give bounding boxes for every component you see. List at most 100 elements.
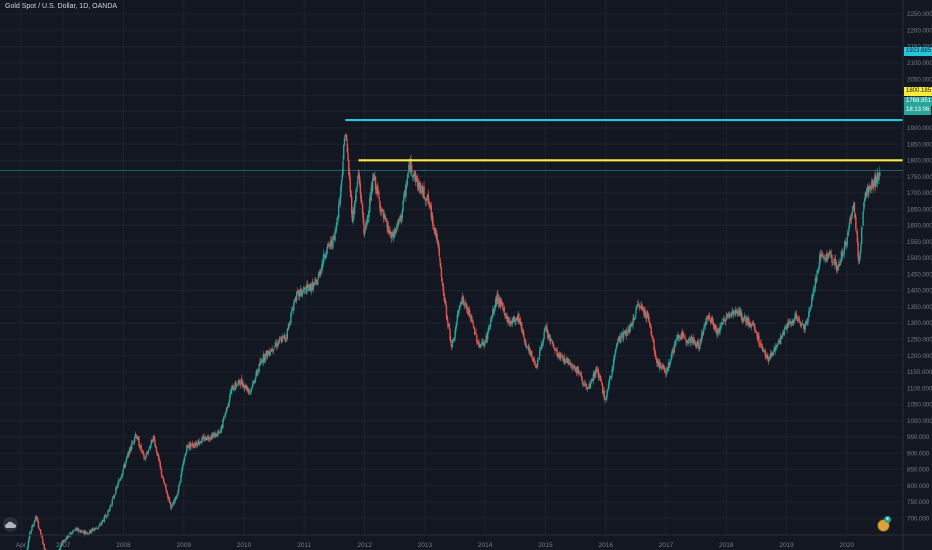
candle-body[interactable] bbox=[538, 357, 540, 360]
candle-body[interactable] bbox=[810, 305, 812, 309]
candle-body[interactable] bbox=[388, 230, 391, 234]
candle-body[interactable] bbox=[698, 346, 701, 349]
candle-body[interactable] bbox=[564, 361, 566, 363]
candle-body[interactable] bbox=[183, 457, 186, 461]
candle-body[interactable] bbox=[315, 279, 317, 283]
candle-body[interactable] bbox=[67, 536, 69, 538]
candle-body[interactable] bbox=[695, 343, 697, 347]
candle-body[interactable] bbox=[513, 316, 515, 319]
candle-body[interactable] bbox=[502, 302, 504, 310]
candle-body[interactable] bbox=[624, 332, 626, 334]
candle-body[interactable] bbox=[708, 316, 710, 319]
candle-body[interactable] bbox=[799, 321, 801, 324]
candle-body[interactable] bbox=[39, 529, 42, 535]
candle-body[interactable] bbox=[99, 524, 101, 525]
candle-body[interactable] bbox=[798, 317, 800, 319]
candle-body[interactable] bbox=[667, 368, 669, 371]
candle-body[interactable] bbox=[812, 291, 814, 297]
candle-body[interactable] bbox=[225, 407, 228, 412]
candle-body[interactable] bbox=[550, 339, 553, 341]
candle-body[interactable] bbox=[754, 329, 757, 332]
candle-body[interactable] bbox=[575, 367, 577, 370]
candle-body[interactable] bbox=[615, 345, 618, 349]
candle-body[interactable] bbox=[483, 344, 485, 347]
candle-body[interactable] bbox=[199, 441, 202, 443]
candle-body[interactable] bbox=[803, 326, 806, 330]
candle-body[interactable] bbox=[647, 314, 649, 319]
candle-body[interactable] bbox=[689, 338, 691, 342]
candle-body[interactable] bbox=[120, 475, 123, 478]
candle-body[interactable] bbox=[463, 300, 465, 305]
candle-body[interactable] bbox=[275, 342, 278, 347]
candle-body[interactable] bbox=[577, 366, 579, 374]
candle-body[interactable] bbox=[507, 317, 510, 321]
candle-body[interactable] bbox=[301, 290, 304, 294]
candle-body[interactable] bbox=[417, 181, 419, 188]
candle-body[interactable] bbox=[727, 314, 729, 315]
candle-body[interactable] bbox=[282, 335, 285, 337]
candle-body[interactable] bbox=[281, 336, 283, 342]
candle-body[interactable] bbox=[629, 324, 631, 332]
candle-body[interactable] bbox=[685, 340, 687, 342]
candle-body[interactable] bbox=[209, 438, 212, 439]
candle-body[interactable] bbox=[267, 352, 270, 353]
candle-body[interactable] bbox=[309, 284, 312, 291]
candle-body[interactable] bbox=[646, 311, 649, 316]
candle-body[interactable] bbox=[702, 330, 704, 335]
candle-body[interactable] bbox=[634, 315, 636, 317]
candle-body[interactable] bbox=[587, 387, 589, 389]
candle-body[interactable] bbox=[688, 337, 691, 339]
candle-body[interactable] bbox=[259, 362, 261, 366]
candle-body[interactable] bbox=[854, 213, 856, 219]
candle-body[interactable] bbox=[753, 324, 756, 330]
candle-body[interactable] bbox=[509, 322, 511, 325]
candle-body[interactable] bbox=[107, 510, 109, 517]
candle-body[interactable] bbox=[508, 320, 511, 323]
candle-body[interactable] bbox=[867, 186, 869, 195]
candle-body[interactable] bbox=[113, 495, 116, 498]
candle-body[interactable] bbox=[372, 175, 375, 181]
candle-body[interactable] bbox=[823, 258, 825, 260]
candle-body[interactable] bbox=[65, 538, 68, 539]
candle-body[interactable] bbox=[104, 515, 106, 517]
candle-body[interactable] bbox=[866, 187, 869, 189]
candle-body[interactable] bbox=[584, 384, 587, 385]
candle-body[interactable] bbox=[34, 520, 36, 522]
time-axis[interactable]: Apr 2007 2008 2009 2010 2011 2012 2013 2014 2015 2… bbox=[0, 534, 932, 549]
candle-body[interactable] bbox=[137, 436, 139, 440]
candle-body[interactable] bbox=[321, 263, 323, 271]
candle-body[interactable] bbox=[412, 175, 414, 177]
candle-body[interactable] bbox=[66, 536, 69, 540]
candle-body[interactable] bbox=[786, 323, 788, 329]
candle-body[interactable] bbox=[233, 388, 236, 390]
candle-body[interactable] bbox=[813, 288, 816, 290]
candle-body[interactable] bbox=[383, 214, 385, 218]
candle-body[interactable] bbox=[672, 349, 674, 351]
candle-body[interactable] bbox=[736, 311, 738, 314]
candle-body[interactable] bbox=[136, 437, 138, 439]
candle-body[interactable] bbox=[29, 532, 32, 533]
candle-body[interactable] bbox=[300, 288, 302, 295]
candle-body[interactable] bbox=[100, 523, 103, 525]
candle-body[interactable] bbox=[420, 189, 422, 192]
candle-body[interactable] bbox=[32, 524, 35, 527]
candle-body[interactable] bbox=[829, 251, 831, 253]
candle-body[interactable] bbox=[735, 310, 737, 314]
candle-body[interactable] bbox=[288, 323, 290, 328]
candle-body[interactable] bbox=[547, 331, 549, 338]
candle-body[interactable] bbox=[711, 317, 713, 323]
candle-body[interactable] bbox=[154, 439, 156, 446]
candle-body[interactable] bbox=[375, 189, 377, 193]
candle-body[interactable] bbox=[852, 209, 854, 211]
candle-body[interactable] bbox=[167, 497, 170, 498]
candle-body[interactable] bbox=[650, 326, 652, 335]
candle-body[interactable] bbox=[832, 264, 834, 265]
candle-body[interactable] bbox=[753, 323, 755, 325]
candle-body[interactable] bbox=[305, 288, 307, 294]
candle-body[interactable] bbox=[145, 454, 147, 458]
candle-body[interactable] bbox=[424, 197, 426, 199]
candle-body[interactable] bbox=[820, 254, 822, 257]
candle-body[interactable] bbox=[565, 358, 568, 361]
candle-body[interactable] bbox=[262, 354, 265, 362]
candle-body[interactable] bbox=[364, 229, 366, 233]
